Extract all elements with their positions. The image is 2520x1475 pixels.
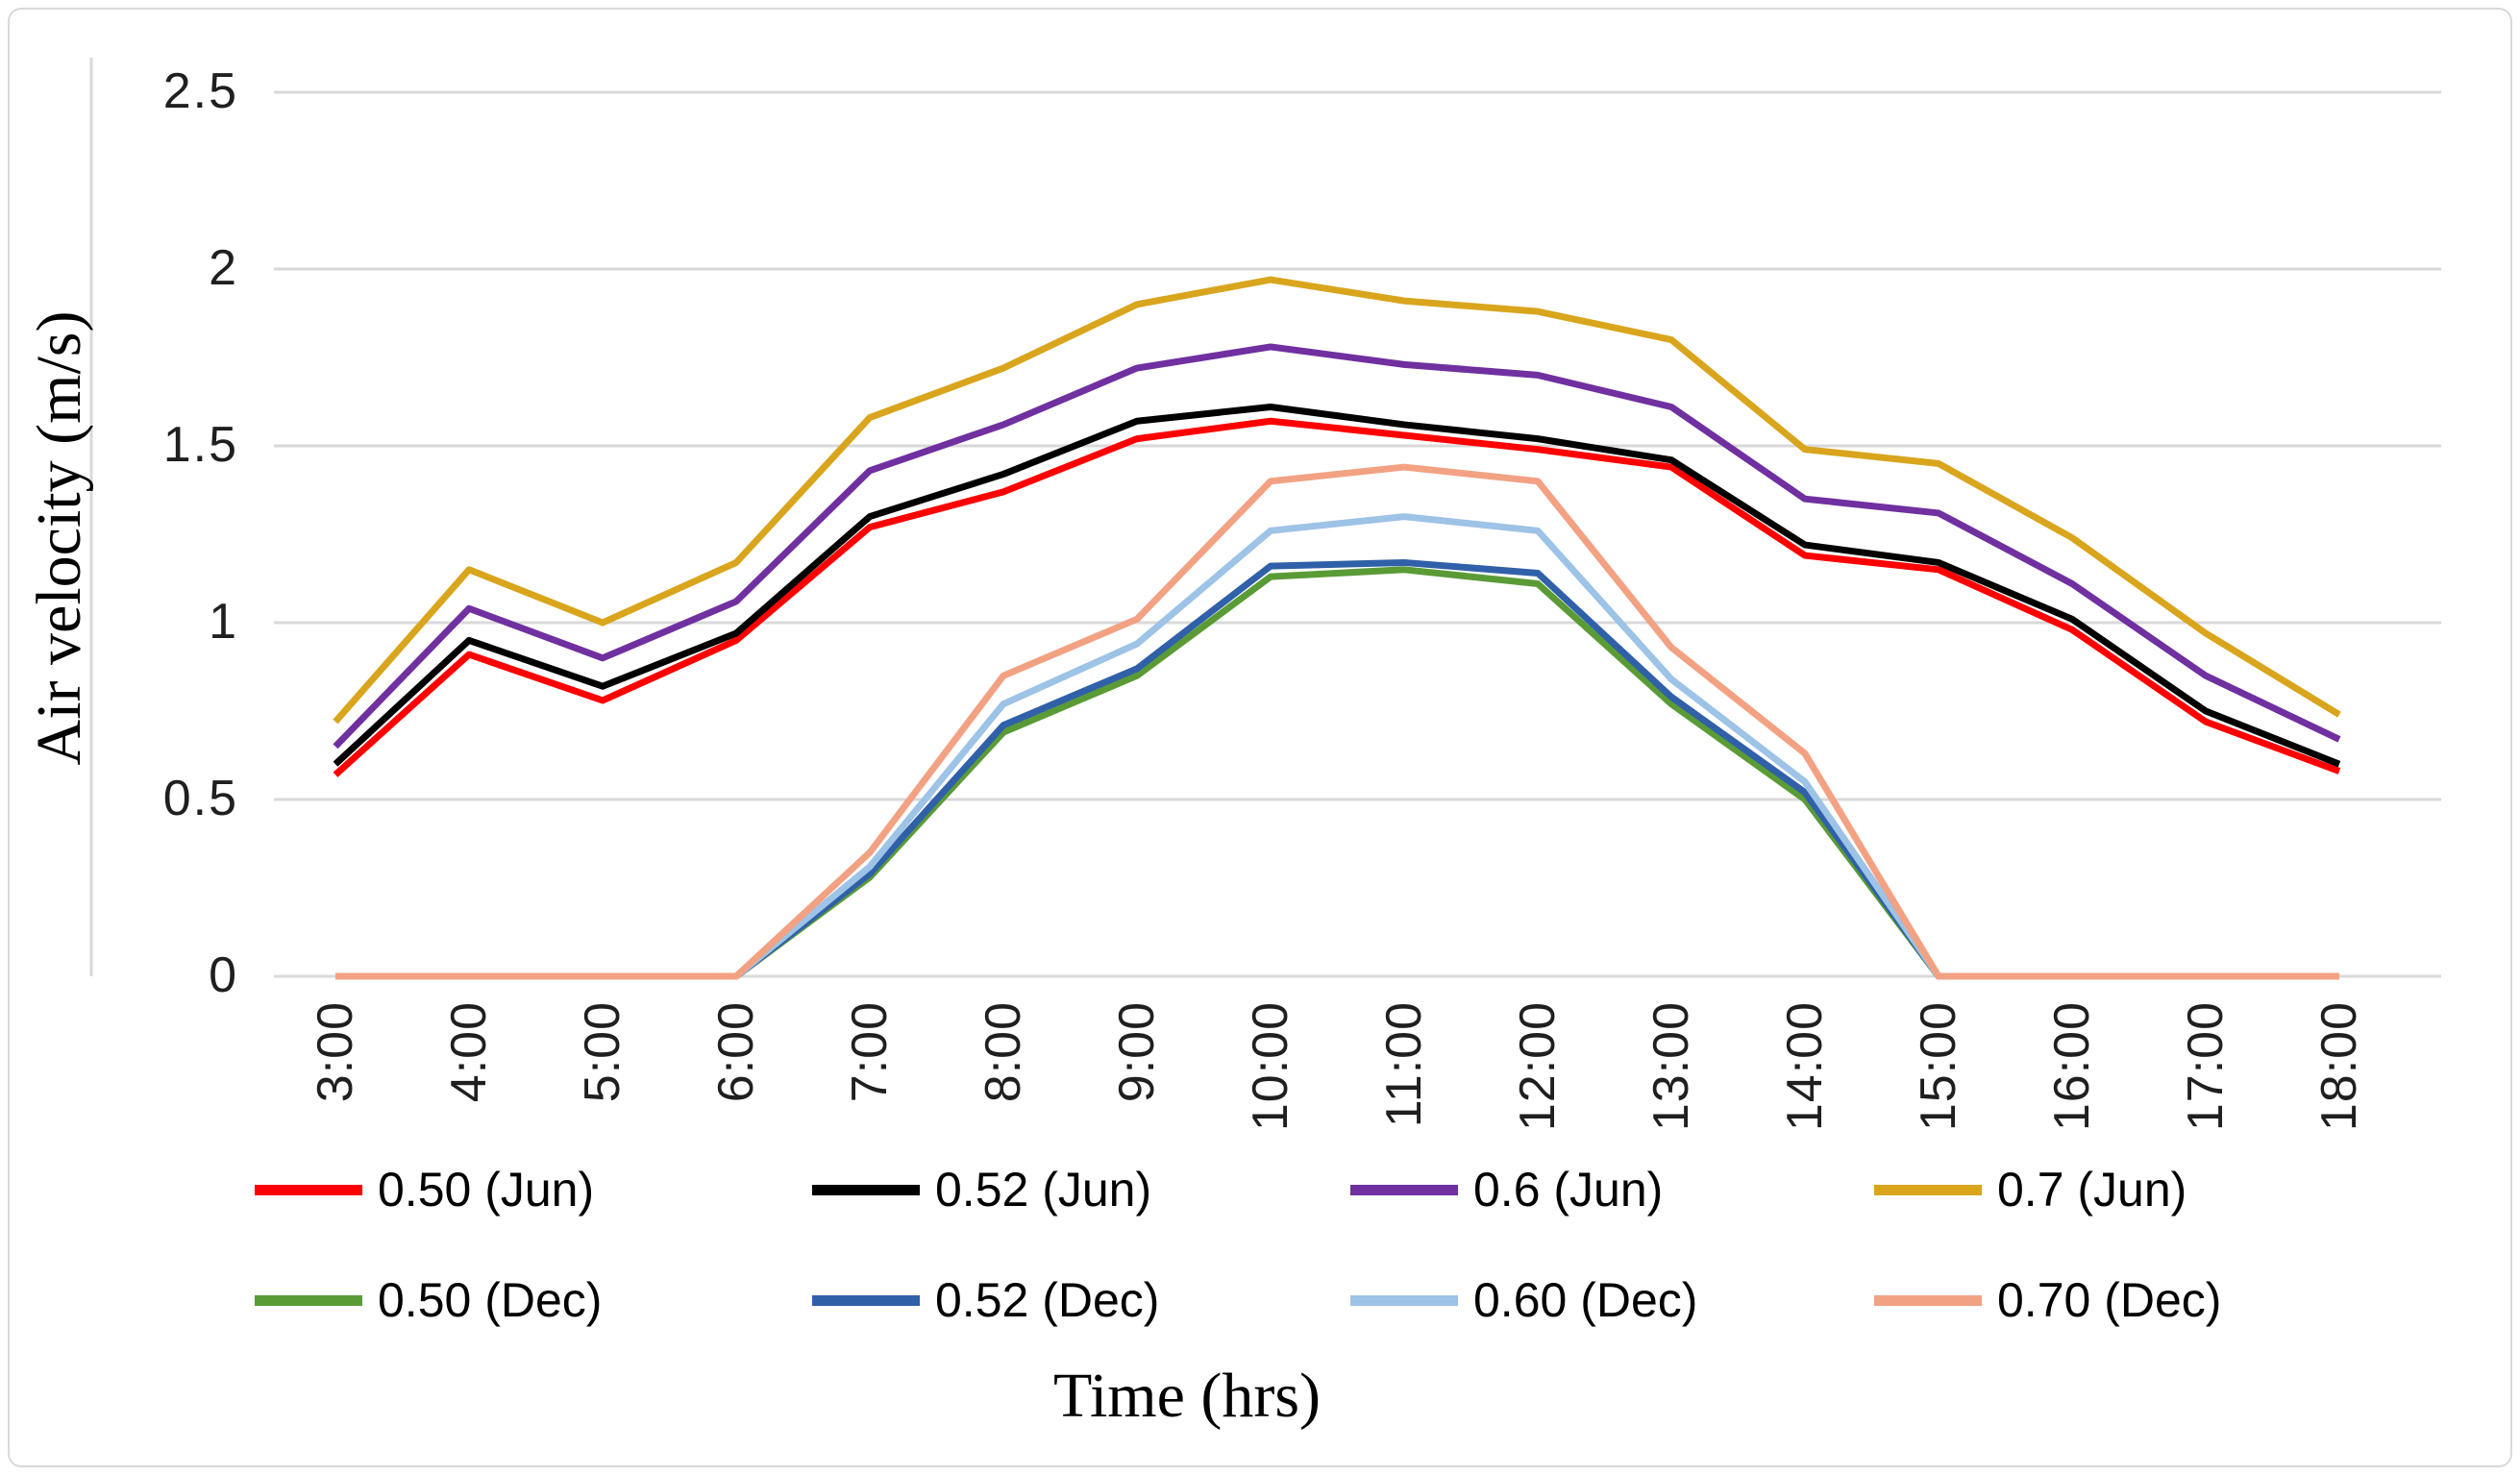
x-tick-label: 7:00 bbox=[842, 1001, 898, 1103]
x-tick-label: 5:00 bbox=[575, 1001, 630, 1103]
x-tick-label: 16:00 bbox=[2044, 1001, 2100, 1132]
series-line-0-60-dec- bbox=[335, 513, 2339, 980]
legend-item: 0.50 (Jun) bbox=[255, 1165, 594, 1215]
legend-line-swatch bbox=[1350, 1184, 1458, 1195]
series-line-0-52-dec- bbox=[335, 558, 2339, 980]
legend-item: 0.6 (Jun) bbox=[1350, 1165, 1663, 1215]
x-tick-label: 4:00 bbox=[441, 1001, 497, 1103]
legend-line-swatch bbox=[1874, 1184, 1982, 1195]
series-line-0-70-dec- bbox=[335, 463, 2339, 980]
series-line-0-7-jun- bbox=[333, 276, 2341, 725]
legend-line-swatch bbox=[812, 1184, 920, 1195]
legend-label: 0.50 (Dec) bbox=[378, 1273, 603, 1327]
series-line-0-52-jun- bbox=[333, 404, 2341, 768]
series-line-0-50-jun- bbox=[333, 417, 2341, 777]
x-tick-label: 18:00 bbox=[2311, 1001, 2367, 1132]
y-axis-title: Air velocity (m/s) bbox=[24, 310, 94, 766]
legend-label: 0.7 (Jun) bbox=[1997, 1163, 2187, 1217]
legend-label: 0.70 (Dec) bbox=[1997, 1273, 2222, 1327]
y-tick-label: 0 bbox=[209, 947, 238, 1003]
legend-line-swatch bbox=[255, 1184, 362, 1195]
legend-line-swatch bbox=[255, 1294, 362, 1306]
y-tick-label: 1.5 bbox=[162, 417, 238, 473]
legend-line-swatch bbox=[812, 1294, 920, 1306]
x-tick-label: 10:00 bbox=[1243, 1001, 1298, 1132]
legend-label: 0.52 (Dec) bbox=[935, 1273, 1160, 1327]
x-tick-label: 13:00 bbox=[1643, 1001, 1699, 1132]
x-tick-label: 17:00 bbox=[2178, 1001, 2234, 1132]
x-axis-title: Time (hrs) bbox=[1052, 1361, 1322, 1431]
legend-label: 0.52 (Jun) bbox=[935, 1163, 1152, 1217]
legend-item: 0.60 (Dec) bbox=[1350, 1275, 1697, 1325]
x-tick-label: 3:00 bbox=[308, 1001, 363, 1103]
legend-line-swatch bbox=[1874, 1294, 1982, 1306]
x-tick-label: 9:00 bbox=[1109, 1001, 1165, 1103]
x-tick-label: 8:00 bbox=[976, 1001, 1031, 1103]
y-tick-label: 0.5 bbox=[162, 771, 238, 826]
series-line-0-50-dec- bbox=[335, 566, 2339, 980]
legend-label: 0.50 (Jun) bbox=[378, 1163, 595, 1217]
x-tick-label: 11:00 bbox=[1376, 1001, 1432, 1128]
x-tick-label: 6:00 bbox=[708, 1001, 764, 1103]
y-tick-label: 1 bbox=[209, 594, 238, 650]
legend-item: 0.70 (Dec) bbox=[1874, 1275, 2221, 1325]
legend-item: 0.50 (Dec) bbox=[255, 1275, 602, 1325]
legend-label: 0.6 (Jun) bbox=[1473, 1163, 1664, 1217]
x-tick-label: 12:00 bbox=[1510, 1001, 1566, 1132]
legend-item: 0.52 (Dec) bbox=[812, 1275, 1159, 1325]
x-tick-label: 14:00 bbox=[1777, 1001, 1833, 1132]
y-tick-label: 2.5 bbox=[162, 63, 238, 119]
y-tick-label: 2 bbox=[209, 240, 238, 296]
legend-label: 0.60 (Dec) bbox=[1473, 1273, 1698, 1327]
legend-line-swatch bbox=[1350, 1294, 1458, 1306]
x-tick-label: 15:00 bbox=[1911, 1001, 1966, 1132]
series-line-0-6-jun- bbox=[333, 343, 2341, 750]
chart-border-frame bbox=[8, 8, 2512, 1467]
legend-item: 0.52 (Jun) bbox=[812, 1165, 1151, 1215]
legend-item: 0.7 (Jun) bbox=[1874, 1165, 2186, 1215]
